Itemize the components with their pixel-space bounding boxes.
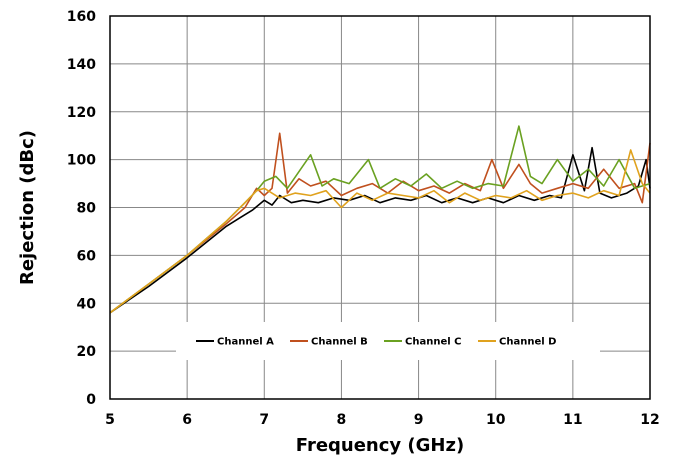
x-axis-title: Frequency (GHz) xyxy=(296,435,464,456)
y-tick-label: 140 xyxy=(67,57,96,73)
legend-label: Channel A xyxy=(217,337,274,348)
series-line-channel-d xyxy=(109,149,651,314)
x-tick-label: 5 xyxy=(105,412,115,428)
y-tick-label: 80 xyxy=(77,201,97,217)
legend-label: Channel C xyxy=(405,337,461,348)
series-lines xyxy=(109,125,651,314)
x-tick-label: 8 xyxy=(337,412,347,428)
x-tick-label: 9 xyxy=(414,412,424,428)
x-tick-label: 6 xyxy=(182,412,192,428)
x-tick-label: 10 xyxy=(486,412,506,428)
y-tick-label: 60 xyxy=(77,248,97,264)
y-tick-label: 160 xyxy=(67,9,96,25)
series-line-channel-a xyxy=(109,146,651,314)
y-tick-label: 100 xyxy=(67,153,96,169)
x-tick-label: 11 xyxy=(563,412,582,428)
x-axis-tick-labels: 5 6 7 8 9 10 11 12 xyxy=(105,412,660,428)
grid-lines xyxy=(110,16,650,399)
y-tick-label: 0 xyxy=(86,392,96,408)
legend: Channel A Channel B Channel C Channel D xyxy=(176,322,600,360)
legend-label: Channel B xyxy=(311,337,368,348)
y-tick-label: 120 xyxy=(67,105,96,121)
y-tick-label: 40 xyxy=(77,296,97,312)
x-tick-label: 12 xyxy=(640,412,659,428)
y-axis-title: Rejection (dBc) xyxy=(17,130,38,285)
x-tick-label: 7 xyxy=(259,412,269,428)
series-line-channel-c xyxy=(109,125,651,314)
plot-area-border xyxy=(109,15,651,400)
y-tick-label: 20 xyxy=(77,344,97,360)
y-axis-tick-labels: 0 20 40 60 80 100 120 140 160 xyxy=(67,9,96,408)
legend-label: Channel D xyxy=(499,337,556,348)
